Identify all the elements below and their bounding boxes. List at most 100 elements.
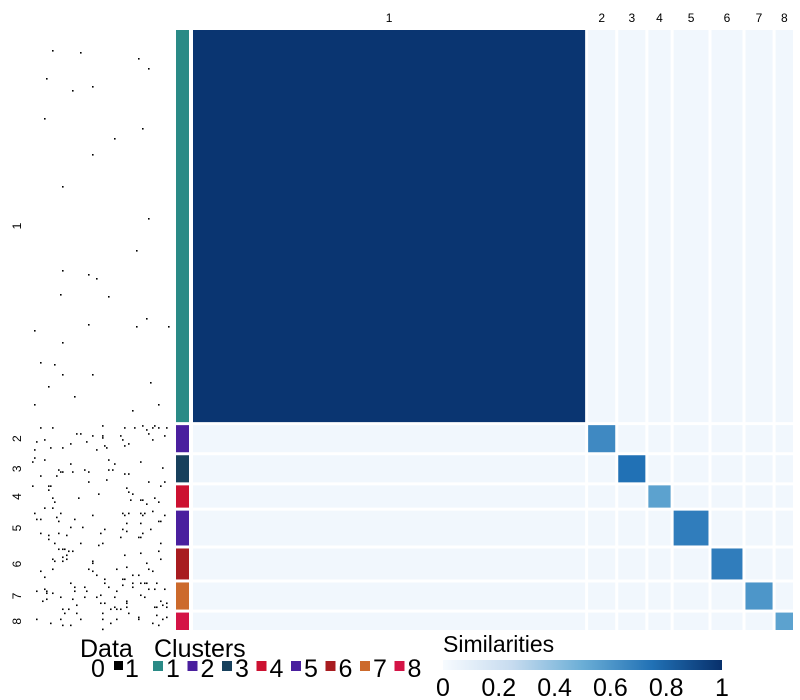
data-cell-one: [50, 622, 52, 625]
data-cell-one: [146, 582, 148, 585]
similarities-colorbar: [443, 660, 722, 670]
data-cell-one: [54, 501, 56, 503]
data-cell-one: [128, 512, 130, 515]
cluster-legend-label-7: 7: [373, 655, 387, 683]
similarity-tick-label: 0.8: [649, 674, 684, 700]
data-cell-one: [88, 481, 90, 483]
heatmap-block-7-1: [193, 582, 586, 610]
heatmap-block-2-3: [618, 425, 646, 453]
cluster-legend-swatch-7: [360, 661, 370, 671]
data-cell-one: [152, 622, 154, 625]
data-cell-one: [124, 554, 126, 557]
data-cell-one: [142, 425, 144, 427]
heatmap-block-6-6: [711, 548, 743, 580]
similarity-tick-label: 0.6: [593, 674, 628, 700]
heatmap-block-7-5: [673, 582, 709, 610]
data-cell-one: [124, 445, 126, 447]
data-cell-one: [84, 586, 86, 589]
data-cell-one: [54, 364, 56, 366]
data-cell-one: [122, 439, 124, 441]
heatmap-block-6-1: [193, 548, 586, 580]
data-cell-one: [152, 427, 154, 429]
data-cell-one: [154, 606, 156, 609]
cluster-bar-segment-8: [176, 612, 189, 630]
heatmap-block-3-7: [745, 455, 773, 483]
data-cell-one: [128, 473, 130, 475]
data-cell-one: [124, 427, 126, 429]
data-cell-one: [150, 382, 152, 384]
data-cell-one: [44, 588, 46, 591]
data-cell-one: [62, 608, 64, 611]
data-cell-one: [88, 471, 90, 473]
data-cell-one: [102, 437, 104, 439]
data-cell-one: [132, 410, 134, 412]
data-cell-one: [162, 467, 164, 469]
cluster-bar-segment-7: [176, 582, 189, 610]
data-cell-one: [104, 602, 106, 605]
similarity-tick-label: 1: [715, 674, 729, 700]
heatmap-block-8-4: [648, 612, 671, 630]
data-cell-one: [92, 435, 94, 437]
heatmap-block-4-3: [618, 485, 646, 508]
data-cell-one: [70, 624, 72, 627]
data-cell-one: [44, 576, 46, 579]
data-cell-one: [36, 618, 38, 621]
data-cell-one: [148, 481, 150, 483]
heatmap-block-2-8: [775, 425, 793, 453]
data-cell-one: [140, 499, 142, 501]
heatmap-block-3-4: [648, 455, 671, 483]
row-cluster-labels: 1 2 3 4 5 6 7 8: [10, 222, 24, 624]
data-cell-one: [62, 186, 64, 188]
cluster-legend-label-4: 4: [270, 655, 284, 683]
data-legend-title: Data: [80, 635, 133, 663]
data-cell-one: [44, 459, 46, 461]
data-cell-one: [164, 588, 166, 591]
data-cell-one: [104, 445, 106, 447]
heatmap-block-3-8: [775, 455, 793, 483]
data-cell-one: [134, 427, 136, 429]
row-label-4: 4: [10, 493, 24, 500]
row-label-7: 7: [10, 592, 24, 599]
data-cell-one: [64, 612, 66, 615]
data-cell-one: [130, 499, 132, 501]
data-cell-one: [32, 485, 34, 487]
column-label-1: 1: [386, 11, 393, 25]
cluster-bar-segment-1: [176, 30, 189, 423]
data-cell-one: [96, 596, 98, 599]
heatmap-block-8-1: [193, 612, 586, 630]
data-cell-one: [104, 582, 106, 585]
heatmap-block-2-7: [745, 425, 773, 453]
data-cell-one: [52, 427, 54, 429]
heatmap-block-7-4: [648, 582, 671, 610]
data-cell-one: [104, 578, 106, 581]
data-cell-one: [102, 628, 104, 631]
data-cell-one: [148, 218, 150, 220]
data-cell-one: [156, 614, 158, 617]
data-cell-one: [40, 518, 42, 521]
data-cell-one: [48, 534, 50, 537]
data-cell-one: [40, 570, 42, 573]
data-cell-one: [36, 590, 38, 593]
heatmap-block-5-5: [673, 510, 709, 546]
data-cell-one: [50, 485, 52, 487]
data-cell-one: [88, 274, 90, 276]
data-cell-one: [158, 550, 160, 553]
data-cell-one: [108, 469, 110, 471]
similarities-tick-labels: 0 0.2 0.4 0.6 0.8 1: [436, 674, 729, 700]
data-cell-one: [128, 443, 130, 445]
data-cell-one: [52, 497, 54, 499]
data-cell-one: [76, 612, 78, 615]
data-cell-one: [34, 404, 36, 406]
data-cell-one: [160, 558, 162, 561]
heatmap-block-8-3: [618, 612, 646, 630]
data-cell-one: [124, 514, 126, 517]
data-cell-one: [88, 568, 90, 571]
data-cell-one: [108, 586, 110, 589]
data-cell-one: [140, 512, 142, 515]
heatmap-block-4-6: [711, 485, 743, 508]
data-legend-swatch-1: [114, 661, 123, 670]
heatmap-block-4-7: [745, 485, 773, 508]
data-cell-one: [154, 497, 156, 499]
heatmap-block-4-1: [193, 485, 586, 508]
